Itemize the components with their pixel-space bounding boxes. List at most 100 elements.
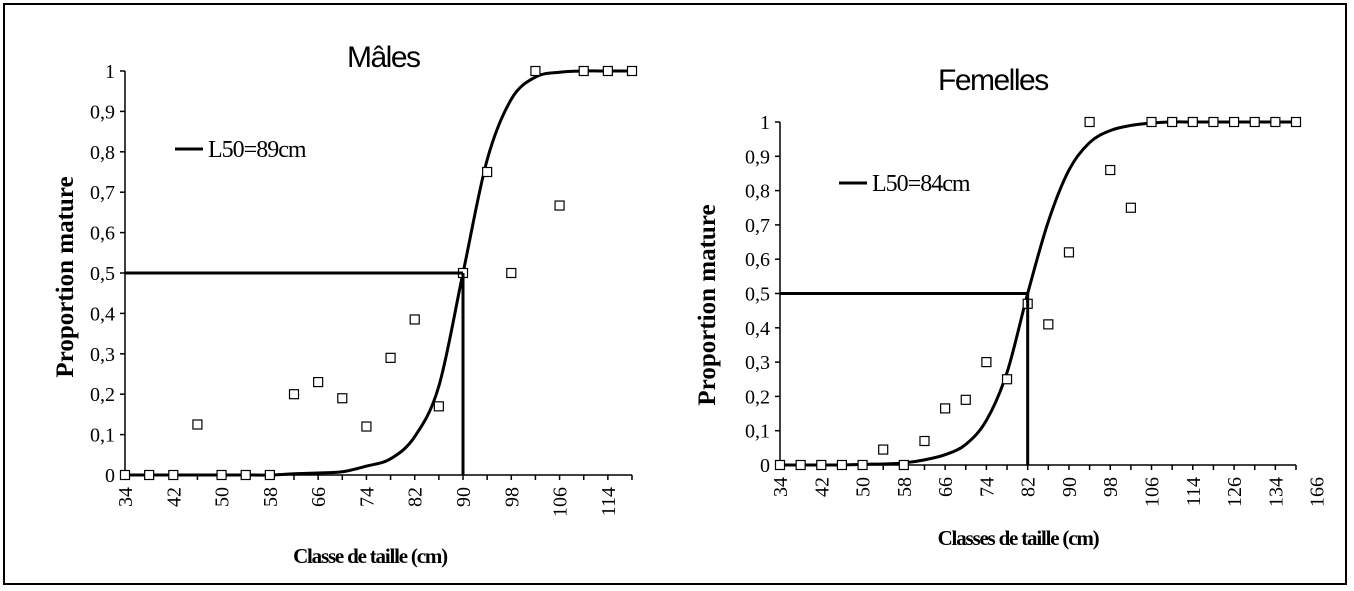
- x-tick-label: 50: [212, 487, 234, 507]
- y-tick-label: 0,5: [90, 263, 115, 285]
- x-tick-label: 42: [163, 487, 185, 507]
- observed-points: [774, 116, 1302, 471]
- x-tick-label: 58: [260, 487, 282, 507]
- y-tick-label: 0,1: [90, 425, 115, 447]
- data-point: [482, 166, 493, 178]
- x-tick-label: 90: [453, 487, 475, 507]
- x-tick-label: 114: [1183, 477, 1205, 506]
- data-point: [506, 267, 517, 279]
- y-tick-label: 0,4: [90, 303, 115, 325]
- data-point: [878, 444, 889, 455]
- legend: L50=84cm: [839, 171, 972, 197]
- y-tick-label: 0,8: [745, 181, 770, 203]
- chart-females: Femelles 0 0,1 0,2 0,3 0,4 0,5 0,6 0,7 0,8 0,9 1 3…: [694, 64, 1329, 550]
- data-point: [1208, 116, 1219, 128]
- data-point: [1270, 116, 1281, 128]
- l50-marker: [125, 271, 465, 475]
- data-point: [144, 469, 155, 481]
- legend: L50=89cm: [175, 137, 308, 163]
- x-axis-label: Classe de taille (cm): [293, 544, 448, 568]
- x-tick-label: 98: [1100, 477, 1122, 497]
- data-point: [898, 459, 909, 471]
- data-point: [168, 469, 179, 481]
- data-point: [981, 357, 992, 368]
- axes: [775, 121, 1297, 470]
- data-point: [940, 403, 951, 414]
- x-tick-label: 82: [405, 487, 427, 507]
- data-point: [361, 421, 372, 432]
- maturity-charts: Mâles 0 0,1 0,2 0,3 0,4 0,5 0,6 0,7 0,8 0,9 1 34 42…: [52, 41, 1329, 568]
- y-tick-label: 1: [105, 61, 115, 83]
- legend-label: L50=84cm: [872, 171, 971, 197]
- data-point: [288, 389, 300, 400]
- x-tick-label: 34: [770, 477, 792, 497]
- x-tick-label: 82: [1018, 477, 1040, 497]
- y-tick-label: 0,5: [745, 284, 770, 306]
- x-tick-label: 166: [1307, 477, 1329, 507]
- x-tick-label: 90: [1059, 477, 1081, 497]
- chart-title: Femelles: [938, 64, 1048, 97]
- y-tick-label: 0,4: [745, 318, 770, 340]
- x-tick-labels: 34 42 50 58 66 74 82 90 98 106 114 126 134 166: [770, 477, 1329, 507]
- x-tick-label: 134: [1265, 477, 1287, 507]
- data-point: [1125, 202, 1136, 213]
- y-tick-label: 0,1: [745, 421, 770, 443]
- data-point: [1249, 116, 1260, 128]
- x-tick-label: 34: [115, 487, 137, 507]
- l50-marker: [780, 292, 1030, 465]
- data-point: [626, 65, 638, 77]
- data-point: [240, 469, 251, 481]
- data-point: [1001, 374, 1013, 385]
- x-tick-label: 98: [501, 487, 523, 507]
- y-tick-label: 0,3: [90, 344, 115, 366]
- x-tick-label: 114: [598, 487, 620, 516]
- data-point: [578, 65, 589, 77]
- legend-label: L50=89cm: [208, 137, 307, 163]
- data-point: [264, 469, 275, 481]
- data-point: [1084, 116, 1095, 128]
- data-point: [1146, 116, 1157, 128]
- data-point: [337, 393, 348, 404]
- data-point: [119, 469, 131, 481]
- data-point: [602, 65, 613, 77]
- x-tick-label: 66: [935, 477, 957, 497]
- data-point: [960, 394, 971, 405]
- data-point: [774, 459, 786, 471]
- y-tick-labels: 0 0,1 0,2 0,3 0,4 0,5 0,6 0,7 0,8 0,9 1: [745, 112, 770, 477]
- y-axis-label: Proportion mature: [694, 204, 721, 405]
- data-point: [1228, 116, 1240, 128]
- fitted-curve: [125, 69, 632, 477]
- x-tick-label: 74: [356, 487, 378, 507]
- data-point: [530, 65, 541, 77]
- y-tick-labels: 0 0,1 0,2 0,3 0,4 0,5 0,6 0,7 0,8 0,9 1: [90, 61, 115, 487]
- data-point: [1063, 247, 1075, 258]
- data-point: [1290, 116, 1302, 128]
- x-tick-labels: 34 42 50 58 66 74 82 90 98 106 114: [115, 487, 620, 517]
- x-tick-label: 50: [853, 477, 875, 497]
- y-tick-label: 0,2: [90, 384, 115, 406]
- y-tick-label: 0,3: [745, 352, 770, 374]
- data-point: [1105, 164, 1116, 176]
- data-point: [857, 459, 868, 471]
- data-point: [1043, 319, 1054, 330]
- y-tick-label: 0: [105, 465, 115, 487]
- data-point: [836, 459, 848, 471]
- x-tick-label: 106: [550, 487, 572, 517]
- axes: [120, 70, 633, 480]
- figure-frame: Mâles 0 0,1 0,2 0,3 0,4 0,5 0,6 0,7 0,8 0,9 1 34 42…: [3, 3, 1347, 585]
- data-point: [409, 314, 420, 325]
- chart-males: Mâles 0 0,1 0,2 0,3 0,4 0,5 0,6 0,7 0,8 0,9 1 34 42…: [52, 41, 638, 568]
- x-axis-label: Classes de taille (cm): [938, 526, 1100, 550]
- x-tick-label: 74: [976, 477, 998, 497]
- data-point: [554, 200, 565, 211]
- y-tick-label: 0,2: [745, 386, 770, 408]
- y-tick-label: 0: [760, 455, 770, 477]
- x-tick-label: 126: [1224, 477, 1246, 507]
- data-point: [192, 419, 203, 430]
- y-tick-label: 0,9: [745, 146, 770, 168]
- y-tick-label: 0,7: [90, 182, 115, 204]
- y-tick-label: 0,6: [745, 249, 770, 271]
- y-axis-label: Proportion mature: [52, 176, 79, 377]
- y-tick-label: 0,8: [90, 142, 115, 164]
- data-point: [816, 459, 827, 471]
